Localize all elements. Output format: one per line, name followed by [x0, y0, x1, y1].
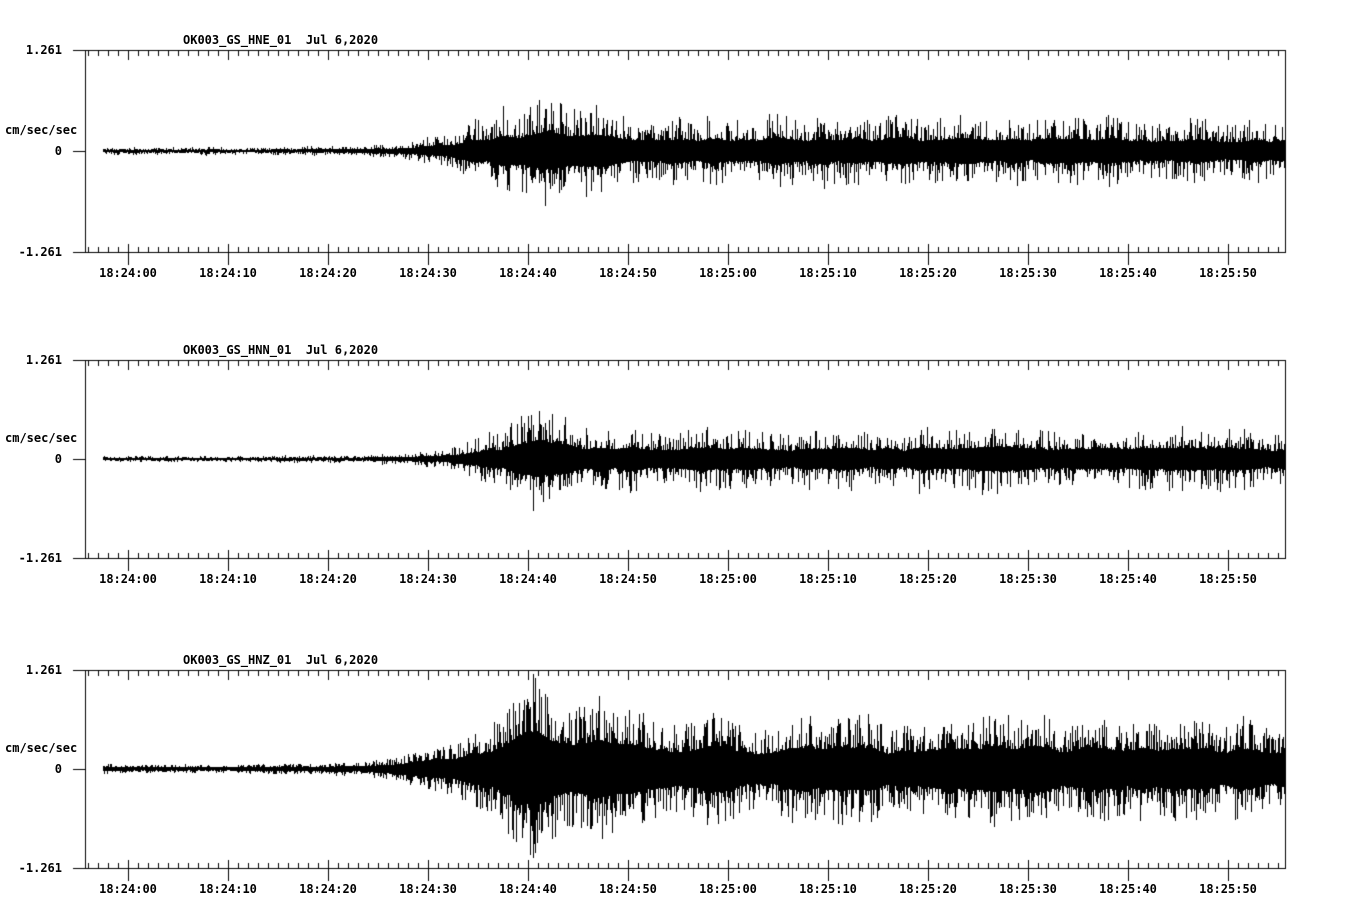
x-tick-label: 18:25:30 — [999, 266, 1057, 280]
x-tick-label: 18:25:20 — [899, 266, 957, 280]
x-tick-label: 18:25:00 — [699, 572, 757, 586]
x-tick-label: 18:25:10 — [799, 882, 857, 896]
x-tick-label: 18:25:10 — [799, 266, 857, 280]
y-tick-label-min-hnz: -1.261 — [18, 861, 62, 875]
y-tick-label-max-hnn: 1.261 — [25, 353, 62, 367]
x-tick-label: 18:25:20 — [899, 572, 957, 586]
x-tick-label: 18:25:10 — [799, 572, 857, 586]
y-tick-label-zero-hnz: 0 — [54, 762, 62, 776]
y-tick-label-min-hne: -1.261 — [18, 245, 62, 259]
x-tick-label: 18:25:50 — [1199, 882, 1257, 896]
x-tick-label: 18:25:20 — [899, 882, 957, 896]
panel-title-hnn: OK003_GS_HNN_01 Jul 6,2020 — [183, 343, 379, 357]
y-axis-units-hnz: cm/sec/sec — [5, 741, 78, 755]
x-tick-label: 18:25:40 — [1099, 882, 1157, 896]
x-tick-label: 18:25:30 — [999, 882, 1057, 896]
y-axis-units-hne: cm/sec/sec — [5, 123, 78, 137]
panel-title-hne: OK003_GS_HNE_01 Jul 6,2020 — [183, 33, 379, 47]
y-tick-label-max-hnz: 1.261 — [25, 663, 62, 677]
x-tick-label: 18:24:00 — [99, 882, 157, 896]
x-tick-label: 18:24:40 — [499, 882, 557, 896]
x-tick-label: 18:24:50 — [599, 266, 657, 280]
x-tick-label: 18:24:00 — [99, 572, 157, 586]
x-tick-label: 18:24:30 — [399, 572, 457, 586]
x-tick-label: 18:25:50 — [1199, 266, 1257, 280]
x-tick-label: 18:24:10 — [199, 882, 257, 896]
x-tick-label: 18:24:30 — [399, 266, 457, 280]
y-tick-label-min-hnn: -1.261 — [18, 551, 62, 565]
x-tick-label: 18:24:10 — [199, 572, 257, 586]
x-tick-label: 18:24:10 — [199, 266, 257, 280]
x-tick-label: 18:25:40 — [1099, 266, 1157, 280]
x-tick-label: 18:24:00 — [99, 266, 157, 280]
y-axis-units-hnn: cm/sec/sec — [5, 431, 78, 445]
x-tick-label: 18:25:50 — [1199, 572, 1257, 586]
x-tick-label: 18:24:40 — [499, 572, 557, 586]
x-tick-label: 18:24:20 — [299, 572, 357, 586]
x-tick-label: 18:25:30 — [999, 572, 1057, 586]
y-tick-label-zero-hnn: 0 — [54, 452, 62, 466]
panel-title-hnz: OK003_GS_HNZ_01 Jul 6,2020 — [183, 653, 379, 667]
x-tick-label: 18:25:00 — [699, 882, 757, 896]
y-tick-label-zero-hne: 0 — [54, 144, 62, 158]
x-tick-label: 18:25:00 — [699, 266, 757, 280]
x-tick-label: 18:24:20 — [299, 882, 357, 896]
y-tick-label-max-hne: 1.261 — [25, 43, 62, 57]
x-tick-label: 18:25:40 — [1099, 572, 1157, 586]
x-tick-label: 18:24:40 — [499, 266, 557, 280]
x-tick-label: 18:24:50 — [599, 882, 657, 896]
x-tick-label: 18:24:30 — [399, 882, 457, 896]
x-tick-label: 18:24:50 — [599, 572, 657, 586]
x-tick-label: 18:24:20 — [299, 266, 357, 280]
